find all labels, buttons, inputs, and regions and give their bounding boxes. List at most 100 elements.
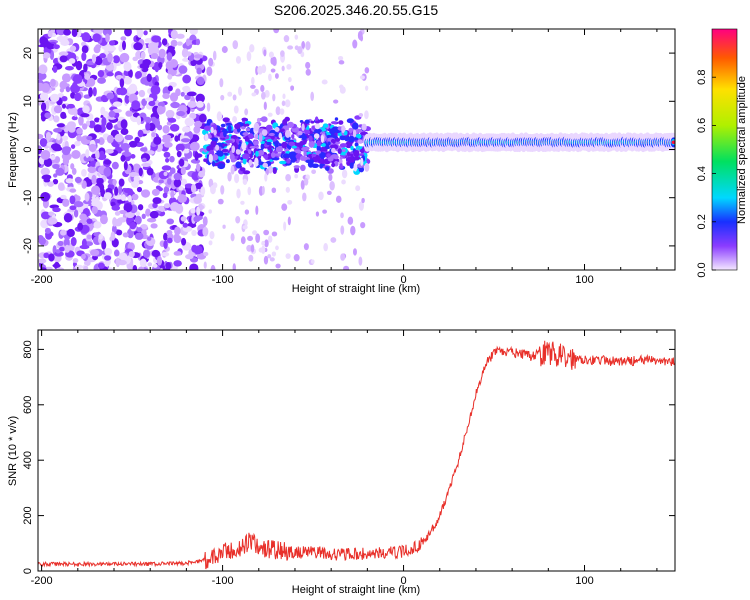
spectrogram-cell — [246, 244, 253, 252]
spectrogram-cell — [352, 248, 357, 256]
spectrogram-cell — [322, 123, 329, 128]
spectrogram-cell — [56, 36, 66, 42]
spectrogram-cell — [136, 115, 142, 126]
spectrogram-cell — [319, 119, 324, 123]
spectrogram-cell — [357, 139, 363, 144]
spectrogram-cell — [76, 127, 83, 135]
spectrogram-cell — [257, 65, 263, 75]
spectrogram-cell — [210, 140, 217, 148]
spectrogram-cell — [242, 225, 248, 230]
spectrogram-cell — [143, 30, 148, 36]
spectrogram-cell — [301, 41, 306, 49]
spectrogram-cell — [125, 110, 133, 117]
spectrogram-cell — [87, 77, 96, 87]
spectrogram-cell — [154, 64, 159, 73]
spectrogram-cell — [145, 208, 151, 217]
spectrogram-cell — [203, 158, 208, 163]
spectrogram-cell — [242, 178, 248, 185]
spectrogram-cell — [52, 178, 59, 185]
spectrogram-cell — [52, 207, 61, 213]
spectrogram-cell — [152, 263, 158, 268]
spectrogram-cell — [286, 158, 291, 164]
spectrogram-cell — [82, 105, 90, 114]
spectrogram-cell — [170, 190, 175, 199]
spectrogram-cell — [235, 215, 241, 224]
spectrogram-cell — [249, 44, 255, 53]
colorbar-tick-label: 0.4 — [696, 166, 708, 181]
spectrogram-cell — [193, 216, 201, 223]
spectrogram-cell — [163, 171, 168, 177]
spectrogram-cell — [247, 186, 252, 196]
spectrogram-cell — [211, 153, 219, 161]
spectrogram-cell — [64, 65, 74, 71]
spectrogram-cell — [141, 213, 146, 220]
spectrogram-cell — [280, 128, 285, 132]
spectrogram-cell — [210, 126, 214, 134]
spectrogram-cell — [236, 188, 241, 199]
spectrogram-cell — [139, 258, 147, 268]
spectrogram-cell — [190, 207, 196, 214]
spectrogram-cell — [245, 123, 250, 127]
spectrogram-cell — [120, 194, 126, 202]
spectrogram-cell — [38, 64, 48, 75]
spectrogram-cell — [98, 233, 104, 240]
spectrogram-cell — [184, 117, 195, 127]
spectrogram-cell — [231, 145, 236, 154]
spectrogram-cell — [40, 191, 51, 202]
spectrogram-cell — [262, 162, 269, 168]
spectrogram-cell — [127, 194, 132, 203]
spectrogram-cell — [287, 216, 291, 226]
spectrogram-cell — [61, 146, 71, 156]
spectrogram-cell — [266, 141, 272, 146]
spectrogram-cell — [190, 158, 201, 164]
spectrogram-cell — [38, 133, 44, 139]
spectrogram-cell — [275, 245, 279, 251]
spectrogram-cell — [353, 156, 361, 161]
spectrogram-cell — [329, 180, 335, 191]
spectrogram-cell — [193, 125, 201, 134]
spectrogram-cell — [161, 251, 170, 257]
spectrogram-cell — [142, 249, 151, 258]
spectrogram-cell — [123, 61, 132, 72]
spectrogram-cell — [316, 140, 322, 147]
spectrogram-cell — [65, 178, 74, 184]
spectrogram-cell — [222, 143, 228, 147]
spectrogram-cell — [87, 166, 97, 174]
spectrogram-cell — [150, 85, 161, 95]
spectrogram-cell — [53, 173, 58, 178]
spectrogram-cell — [246, 51, 252, 62]
spectrogram-cell — [95, 138, 101, 144]
spectrogram-cell — [338, 120, 344, 125]
spectrogram-cell — [338, 60, 345, 65]
spectrogram-cell — [258, 247, 264, 253]
spectrogram-cell — [313, 133, 320, 139]
spectrogram-cell — [311, 153, 317, 158]
snr-xtick-label: 100 — [575, 575, 593, 587]
spectrogram-cell — [217, 198, 224, 205]
spectrogram-cell — [267, 254, 272, 259]
spectrogram-cell — [70, 83, 81, 94]
spectrogram-cell — [180, 138, 191, 143]
spectrogram-cell — [215, 144, 220, 151]
spectrogram-cell — [120, 142, 131, 150]
spectrogram-cell — [303, 177, 309, 186]
spectrogram-cell — [347, 156, 355, 164]
spectrogram-cell — [346, 118, 354, 124]
spectrogram-cell — [282, 93, 286, 100]
spectrogram-cell — [181, 48, 189, 58]
spectrogram-cell — [339, 156, 343, 160]
spectrogram-cell — [72, 74, 83, 84]
spectrogram-cell — [141, 189, 151, 198]
spectrogram-cell — [241, 141, 247, 151]
spectrogram-cell — [285, 186, 290, 193]
spectrogram-cell — [72, 258, 79, 263]
spectrogram-cell — [347, 216, 354, 225]
spectrogram-cell — [194, 151, 199, 161]
spectrogram-cell — [70, 236, 77, 247]
spectrogram-cell — [202, 216, 208, 227]
spectrogram-cell — [202, 226, 209, 237]
spectrogram-cell — [239, 167, 246, 172]
spectrogram-cell — [348, 127, 353, 134]
spectrogram-cell — [105, 148, 114, 154]
